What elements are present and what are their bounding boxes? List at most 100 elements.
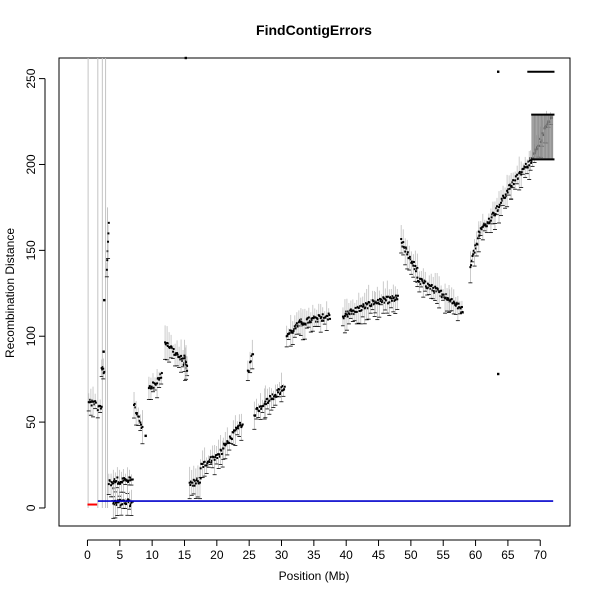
data-point (310, 317, 313, 320)
data-point (432, 290, 435, 293)
data-point (371, 299, 374, 302)
data-point (487, 222, 490, 225)
data-point (196, 480, 199, 483)
data-point (129, 476, 132, 479)
data-point (147, 387, 150, 390)
data-point (460, 305, 463, 308)
data-point (450, 298, 453, 301)
data-point (218, 453, 221, 456)
data-point (419, 283, 422, 286)
data-point (101, 368, 104, 371)
grey-lines-layer (87, 58, 109, 508)
data-point (228, 435, 231, 438)
data-point (392, 296, 395, 299)
chart-title: FindContigErrors (256, 22, 372, 38)
data-point (518, 172, 521, 175)
data-point (403, 246, 406, 249)
data-point (530, 159, 533, 162)
data-point (495, 207, 498, 210)
data-point (190, 480, 193, 483)
data-point (115, 501, 118, 504)
data-point (530, 161, 533, 164)
data-point (236, 427, 239, 430)
data-point (293, 325, 296, 328)
data-point (504, 193, 507, 196)
data-point (175, 353, 178, 356)
data-point (442, 293, 445, 296)
data-point (405, 247, 408, 250)
data-point (100, 405, 103, 408)
data-point (127, 501, 130, 504)
data-cluster-22 (415, 268, 452, 314)
data-point (449, 299, 452, 302)
data-point (321, 313, 324, 316)
data-point (306, 317, 309, 320)
data-point (348, 313, 351, 316)
data-point (469, 266, 472, 269)
y-tick-label-2: 100 (24, 326, 38, 346)
data-point (210, 461, 213, 464)
data-point (171, 347, 174, 350)
data-point (351, 312, 354, 315)
data-point (248, 370, 251, 373)
data-point (283, 385, 286, 388)
outlier-point-2 (497, 372, 500, 376)
data-point (473, 251, 476, 254)
data-point (276, 389, 279, 392)
data-point (376, 302, 379, 305)
data-point (355, 310, 358, 313)
data-point (474, 244, 477, 247)
data-point (165, 343, 168, 346)
data-point (474, 247, 477, 250)
data-point (174, 353, 177, 356)
data-point (378, 297, 381, 300)
data-point (522, 167, 525, 170)
data-point (352, 309, 355, 312)
data-point (444, 296, 447, 299)
data-point (94, 400, 97, 403)
outlier-point-0 (184, 56, 187, 60)
data-point (516, 173, 519, 176)
data-point (140, 423, 143, 426)
x-tick-label-9: 45 (372, 548, 386, 562)
data-point (506, 189, 509, 192)
data-point (268, 399, 271, 402)
x-tick-label-14: 70 (534, 548, 548, 562)
data-point (295, 322, 298, 325)
data-point (433, 291, 436, 294)
data-point (418, 280, 421, 283)
data-point (136, 412, 139, 415)
data-point (191, 481, 194, 484)
data-point (271, 393, 274, 396)
data-point (526, 166, 529, 169)
data-point (317, 320, 320, 323)
data-point (470, 259, 473, 262)
data-point (322, 319, 325, 322)
data-point (252, 353, 255, 356)
data-point (301, 323, 304, 326)
data-point (435, 290, 438, 293)
data-point (517, 177, 520, 180)
data-point (372, 300, 375, 303)
data-point (160, 372, 163, 375)
data-point (408, 256, 411, 259)
data-point (498, 206, 501, 209)
data-point (138, 419, 141, 422)
data-point (519, 171, 522, 174)
data-point (96, 409, 99, 412)
data-point (400, 238, 403, 241)
x-tick-label-4: 20 (210, 548, 224, 562)
data-point (232, 431, 235, 434)
data-point (185, 361, 188, 364)
data-cluster-10 (182, 339, 189, 380)
data-point (222, 447, 225, 450)
data-point (343, 316, 346, 319)
data-point (294, 327, 297, 330)
data-point (262, 404, 265, 407)
data-point (505, 195, 508, 198)
data-point (488, 221, 491, 224)
data-point (127, 480, 130, 483)
data-point (184, 362, 187, 365)
data-point (113, 480, 116, 483)
